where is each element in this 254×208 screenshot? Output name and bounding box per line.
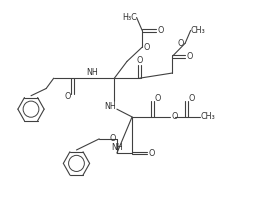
Text: O: O bbox=[188, 94, 195, 103]
Text: NH: NH bbox=[86, 68, 98, 77]
Text: O: O bbox=[143, 43, 150, 52]
Text: O: O bbox=[65, 92, 71, 101]
Text: O: O bbox=[171, 112, 178, 121]
Text: O: O bbox=[149, 149, 155, 158]
Text: O: O bbox=[178, 39, 184, 48]
Text: O: O bbox=[186, 52, 193, 61]
Text: H₃C: H₃C bbox=[122, 13, 137, 22]
Text: CH₃: CH₃ bbox=[200, 112, 215, 121]
Text: NH: NH bbox=[105, 102, 116, 111]
Text: O: O bbox=[136, 56, 143, 65]
Text: O: O bbox=[157, 26, 164, 35]
Text: O: O bbox=[154, 94, 161, 103]
Text: CH₃: CH₃ bbox=[190, 26, 205, 35]
Text: O: O bbox=[109, 134, 116, 143]
Text: NH: NH bbox=[111, 143, 123, 152]
